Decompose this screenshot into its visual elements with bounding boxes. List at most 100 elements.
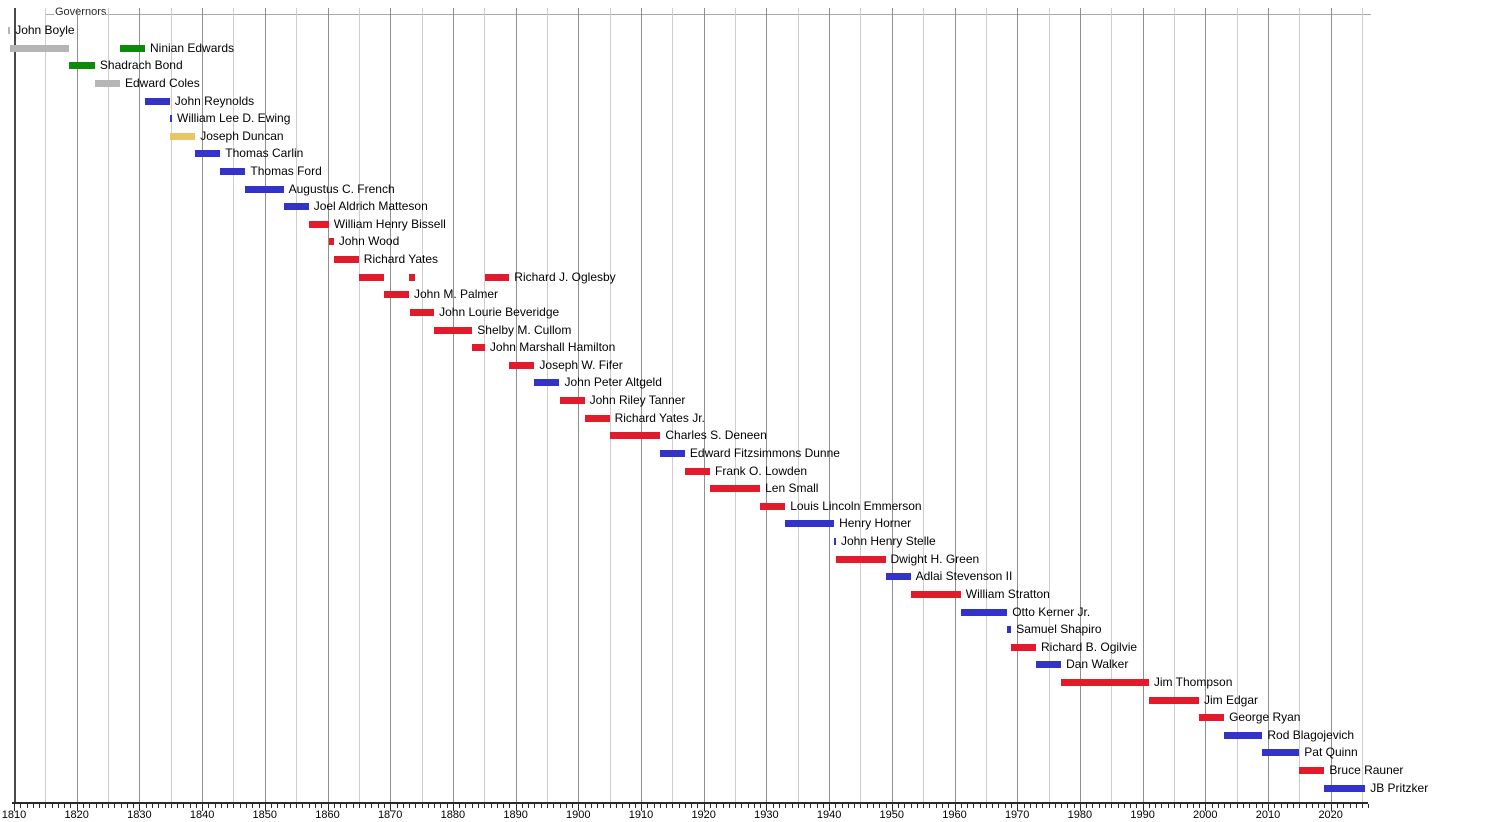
term-bar-frank-o-lowden[interactable] [684,467,710,475]
term-bar-joseph-w-fifer[interactable] [509,361,535,369]
term-bar-richard-yates[interactable] [333,256,359,264]
governor-label-jb-pritzker[interactable]: JB Pritzker [1370,780,1429,795]
axis-major-tick-1820 [76,804,78,811]
axis-major-tick-1990 [1142,804,1144,811]
term-bar-john-riley-tanner[interactable] [559,397,585,404]
governor-label-samuel-shapiro[interactable]: Samuel Shapiro [1016,622,1102,637]
governor-label-frank-o-lowden[interactable]: Frank O. Lowden [715,463,808,478]
term-bar-william-stratton[interactable] [910,590,961,598]
governor-label-charles-s-deneen[interactable]: Charles S. Deneen [665,428,767,443]
term-bar-jim-edgar[interactable] [1148,696,1200,704]
axis-minor-tick [258,804,260,808]
governor-label-john-marshall-hamilton[interactable]: John Marshall Hamilton [489,340,616,355]
governor-label-john-m-palmer[interactable]: John M. Palmer [414,287,499,302]
term-bar-john-reynolds[interactable] [145,97,170,105]
term-bar-dwight-h-green[interactable] [836,555,886,563]
governor-label-william-lee-d-ewing[interactable]: William Lee D. Ewing [177,111,291,126]
axis-minor-tick [1092,804,1094,808]
governor-label-thomas-ford[interactable]: Thomas Ford [250,164,322,178]
term-bar-samuel-shapiro[interactable] [1007,626,1012,634]
term-bar-thomas-carlin[interactable] [195,150,221,158]
term-bar-dan-walker[interactable] [1036,661,1062,669]
axis-minor-tick [45,804,47,808]
gridline-1830 [139,8,141,802]
governor-label-louis-lincoln-emmerson[interactable]: Louis Lincoln Emmerson [790,498,922,513]
governor-label-john-peter-altgeld[interactable]: John Peter Altgeld [564,375,662,390]
governor-label-henry-horner[interactable]: Henry Horner [839,516,912,531]
term-bar-edward-coles[interactable] [94,79,120,87]
governor-label-shelby-m-cullom[interactable]: Shelby M. Cullom [477,322,572,337]
governor-label-otto-kerner-jr[interactable]: Otto Kerner Jr. [1012,604,1091,619]
governor-label-richard-j-oglesby[interactable]: Richard J. Oglesby [514,269,616,284]
governor-label-dan-walker[interactable]: Dan Walker [1066,657,1129,672]
governor-label-joseph-w-fifer[interactable]: Joseph W. Fifer [539,357,623,372]
term-bar-john-marshall-hamilton[interactable] [472,344,485,352]
term-bar-louis-lincoln-emmerson[interactable] [760,502,786,510]
governor-label-john-wood[interactable]: John Wood [338,234,400,249]
governor-label-adlai-stevenson-ii[interactable]: Adlai Stevenson II [915,569,1013,584]
governor-label-john-riley-tanner[interactable]: John Riley Tanner [589,393,686,407]
term-bar-ninian-edwards-2[interactable] [120,44,146,52]
governor-label-rod-blagojevich[interactable]: Rod Blagojevich [1267,727,1355,742]
term-bar-richard-j-oglesby-2[interactable] [409,273,416,281]
governor-label-richard-b-ogilvie[interactable]: Richard B. Ogilvie [1041,639,1138,654]
governor-label-william-henry-bissell[interactable]: William Henry Bissell [333,216,446,231]
term-bar-richard-yates-jr[interactable] [584,414,610,422]
term-bar-augustus-c-french[interactable] [245,185,284,193]
term-bar-jim-thompson[interactable] [1061,678,1149,686]
term-bar-henry-horner[interactable] [785,520,835,528]
governor-label-john-lourie-beveridge[interactable]: John Lourie Beveridge [439,304,560,319]
governor-label-william-stratton[interactable]: William Stratton [965,586,1050,601]
term-bar-otto-kerner-jr[interactable] [960,608,1008,616]
gridline-1880 [452,8,454,802]
governor-label-ninian-edwards[interactable]: Ninian Edwards [150,40,235,55]
governor-label-richard-yates-jr[interactable]: Richard Yates Jr. [614,410,705,425]
term-bar-bruce-rauner[interactable] [1299,767,1325,774]
term-bar-adlai-stevenson-ii[interactable] [885,573,911,581]
governor-label-jim-edgar[interactable]: Jim Edgar [1204,692,1259,707]
term-bar-john-henry-stelle[interactable] [834,538,836,545]
term-bar-william-henry-bissell[interactable] [308,220,329,228]
term-bar-rod-blagojevich[interactable] [1224,731,1263,739]
term-bar-richard-j-oglesby-1[interactable] [358,273,384,281]
governor-label-dwight-h-green[interactable]: Dwight H. Green [890,551,980,566]
governor-label-joel-aldrich-matteson[interactable]: Joel Aldrich Matteson [313,199,428,214]
axis-major-tick-1970 [1017,804,1019,811]
governor-label-bruce-rauner[interactable]: Bruce Rauner [1329,763,1404,777]
term-bar-william-lee-d-ewing[interactable] [169,115,172,123]
term-bar-john-lourie-beveridge[interactable] [409,308,435,316]
governor-label-shadrach-bond[interactable]: Shadrach Bond [99,58,183,73]
term-bar-john-boyle[interactable] [7,27,11,34]
governor-label-jim-thompson[interactable]: Jim Thompson [1153,674,1233,689]
term-bar-john-m-palmer[interactable] [383,291,409,299]
governor-label-pat-quinn[interactable]: Pat Quinn [1304,745,1358,760]
term-bar-charles-s-deneen[interactable] [609,432,661,440]
term-bar-edward-fitzsimmons-dunne[interactable] [660,449,685,457]
governor-label-richard-yates[interactable]: Richard Yates [363,252,439,267]
governor-label-augustus-c-french[interactable]: Augustus C. French [288,181,395,196]
term-bar-thomas-ford[interactable] [220,168,246,175]
term-bar-jb-pritzker[interactable] [1324,784,1366,792]
term-bar-john-peter-altgeld[interactable] [534,379,560,387]
governor-label-john-reynolds[interactable]: John Reynolds [174,93,255,108]
governor-label-joseph-duncan[interactable]: Joseph Duncan [200,128,284,143]
term-bar-pat-quinn[interactable] [1262,749,1300,757]
governor-label-john-henry-stelle[interactable]: John Henry Stelle [841,534,936,548]
governor-label-thomas-carlin[interactable]: Thomas Carlin [225,146,304,161]
term-bar-richard-j-oglesby-3[interactable] [484,273,510,281]
term-bar-george-ryan[interactable] [1199,714,1225,722]
term-bar-john-wood[interactable] [328,238,334,246]
governor-label-edward-coles[interactable]: Edward Coles [125,75,200,90]
term-bar-joseph-duncan[interactable] [170,132,196,140]
governor-label-john-boyle[interactable]: John Boyle [15,23,75,37]
term-bar-richard-b-ogilvie[interactable] [1011,643,1036,651]
term-bar-ninian-edwards-1[interactable] [10,44,70,52]
term-bar-shelby-m-cullom[interactable] [434,326,473,334]
governor-label-len-small[interactable]: Len Small [765,481,819,496]
term-bar-len-small[interactable] [710,485,761,493]
term-bar-shadrach-bond[interactable] [69,62,95,70]
term-bar-joel-aldrich-matteson[interactable] [283,203,309,211]
governor-label-george-ryan[interactable]: George Ryan [1229,710,1301,725]
axis-minor-tick [1255,804,1257,808]
governor-label-edward-fitzsimmons-dunne[interactable]: Edward Fitzsimmons Dunne [689,445,840,460]
